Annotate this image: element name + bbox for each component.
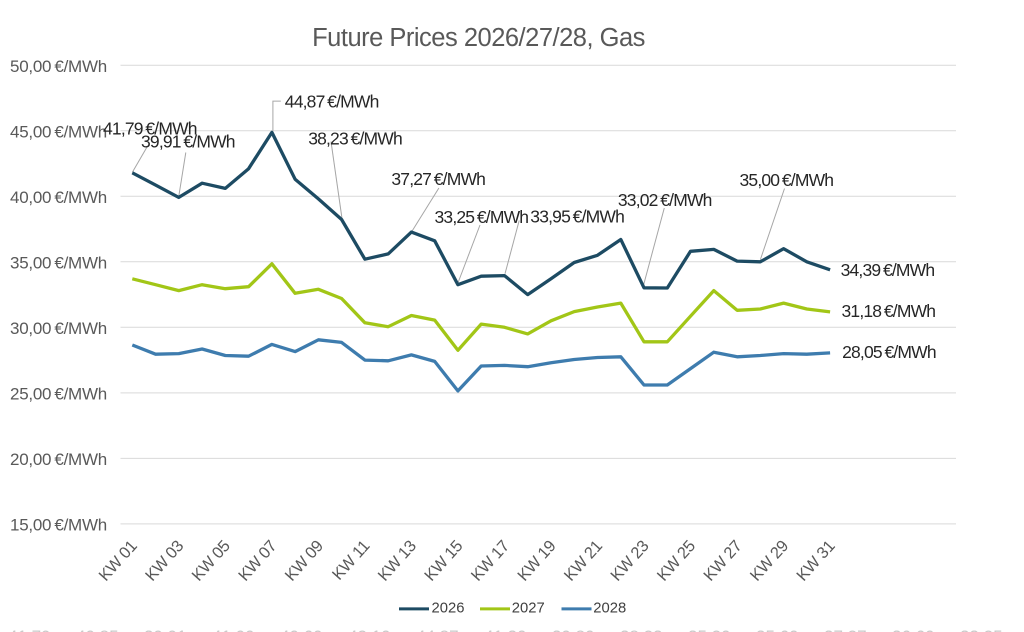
- svg-text:40,85: 40,85: [76, 627, 119, 632]
- svg-text:38,23 €/MWh: 38,23 €/MWh: [308, 129, 402, 149]
- svg-text:44,87 €/MWh: 44,87 €/MWh: [285, 92, 379, 112]
- svg-text:36,60: 36,60: [892, 627, 935, 632]
- svg-text:41,79: 41,79: [8, 627, 51, 632]
- svg-text:31,18 €/MWh: 31,18 €/MWh: [842, 301, 936, 321]
- svg-text:33,95 €/MWh: 33,95 €/MWh: [530, 207, 624, 227]
- svg-text:40,00 €/MWh: 40,00 €/MWh: [10, 188, 107, 207]
- svg-text:39,80: 39,80: [552, 627, 595, 632]
- svg-text:41,79 €/MWh: 41,79 €/MWh: [103, 118, 197, 138]
- svg-text:33,25 €/MWh: 33,25 €/MWh: [435, 207, 529, 227]
- svg-text:41,30: 41,30: [484, 627, 527, 632]
- svg-text:35,20: 35,20: [688, 627, 731, 632]
- svg-text:33,25: 33,25: [960, 627, 1003, 632]
- svg-text:40,60: 40,60: [280, 627, 323, 632]
- svg-text:2028: 2028: [593, 601, 626, 617]
- svg-text:15,00 €/MWh: 15,00 €/MWh: [10, 516, 107, 535]
- svg-text:35,00 €/MWh: 35,00 €/MWh: [740, 170, 834, 190]
- svg-text:35,60: 35,60: [756, 627, 799, 632]
- svg-text:34,39 €/MWh: 34,39 €/MWh: [841, 260, 935, 280]
- svg-text:25,00 €/MWh: 25,00 €/MWh: [10, 385, 107, 404]
- svg-text:2027: 2027: [512, 601, 545, 617]
- svg-text:38,23: 38,23: [620, 627, 663, 632]
- svg-text:37,27 €/MWh: 37,27 €/MWh: [391, 169, 485, 189]
- svg-text:20,00 €/MWh: 20,00 €/MWh: [10, 450, 107, 469]
- svg-text:37,27: 37,27: [824, 627, 867, 632]
- svg-text:45,00 €/MWh: 45,00 €/MWh: [10, 122, 107, 141]
- svg-text:39,91 €/MWh: 39,91 €/MWh: [141, 132, 235, 152]
- svg-text:28,05 €/MWh: 28,05 €/MWh: [842, 342, 936, 362]
- svg-text:35,00 €/MWh: 35,00 €/MWh: [10, 253, 107, 272]
- svg-text:Future Prices 2026/27/28, Gas: Future Prices 2026/27/28, Gas: [312, 24, 645, 52]
- svg-text:2026: 2026: [432, 601, 465, 617]
- svg-text:42,10: 42,10: [348, 627, 391, 632]
- svg-text:50,00 €/MWh: 50,00 €/MWh: [10, 57, 107, 76]
- svg-text:39,91: 39,91: [144, 627, 187, 632]
- svg-text:30,00 €/MWh: 30,00 €/MWh: [10, 319, 107, 338]
- svg-text:44,87: 44,87: [416, 627, 459, 632]
- svg-text:33,02 €/MWh: 33,02 €/MWh: [618, 190, 712, 210]
- svg-text:41,00: 41,00: [212, 627, 255, 632]
